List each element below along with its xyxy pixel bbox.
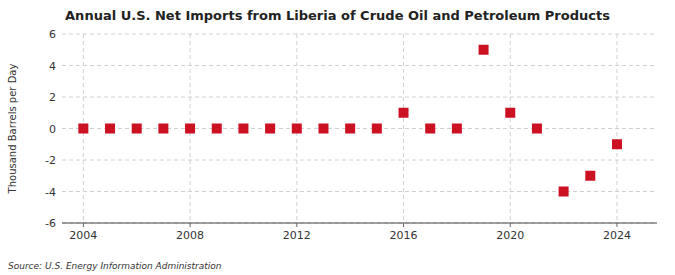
- point: [372, 124, 382, 134]
- x-tick-label: 2012: [283, 229, 311, 242]
- grid-line-y: [62, 97, 657, 98]
- y-tick-label: 2: [49, 91, 56, 104]
- annotation: Source: U.S. Energy Information Administ…: [8, 261, 222, 271]
- point: [452, 124, 462, 134]
- point: [292, 124, 302, 134]
- x-tick-label: 2008: [176, 229, 204, 242]
- point: [158, 124, 168, 134]
- point: [479, 45, 489, 55]
- grid: [62, 34, 657, 223]
- point: [505, 108, 515, 118]
- x-tick: [296, 223, 297, 227]
- x-tick-label: 2020: [496, 229, 524, 242]
- y-tick-label: 6: [49, 28, 56, 41]
- x-tick-label: 2024: [603, 229, 631, 242]
- grid-line-y: [62, 160, 657, 161]
- point: [105, 124, 115, 134]
- x-tick-label: 2004: [69, 229, 97, 242]
- grid-line-x: [510, 34, 511, 223]
- point: [78, 124, 88, 134]
- title: Annual U.S. Net Imports from Liberia of …: [65, 8, 610, 23]
- point: [532, 124, 542, 134]
- x-tick: [83, 223, 84, 227]
- grid-line-y: [62, 128, 657, 129]
- x-tick: [190, 223, 191, 227]
- point: [132, 124, 142, 134]
- y-tick-label: -2: [45, 154, 56, 167]
- y-tick-label: -4: [45, 186, 56, 199]
- x-axis: 2004 2008 2012 2016 2020 2024: [69, 223, 631, 242]
- x-tick-label: 2016: [390, 229, 418, 242]
- x-axis-line: [62, 223, 657, 224]
- points: [78, 45, 622, 197]
- y-axis: -6 -4 -2 0 2 4 6: [45, 28, 56, 230]
- y-tick-label: 0: [49, 123, 56, 136]
- x-tick: [403, 223, 404, 227]
- chart-container: 2004 2008 2012 2016 2020 2024 -6 -4 -2 0 2 4 6 Thousa…: [0, 0, 675, 275]
- point: [345, 124, 355, 134]
- chart: 2004 2008 2012 2016 2020 2024 -6 -4 -2 0 2 4 6 Thousa…: [0, 0, 675, 275]
- point: [585, 171, 595, 181]
- y-tick-label: 4: [49, 60, 56, 73]
- point: [318, 124, 328, 134]
- y-axis-label: Thousand Barrels per Day: [7, 64, 18, 195]
- grid-line-x: [403, 34, 404, 223]
- point: [185, 124, 195, 134]
- point: [265, 124, 275, 134]
- grid-line-y: [62, 34, 657, 35]
- x-tick: [616, 223, 617, 227]
- point: [612, 139, 622, 149]
- grid-line-y: [62, 223, 657, 224]
- point: [399, 108, 409, 118]
- x-tick: [510, 223, 511, 227]
- point: [559, 187, 569, 197]
- point: [425, 124, 435, 134]
- y-tick-label: -6: [45, 217, 56, 230]
- point: [238, 124, 248, 134]
- point: [212, 124, 222, 134]
- grid-line-x: [616, 34, 617, 223]
- grid-line-y: [62, 65, 657, 66]
